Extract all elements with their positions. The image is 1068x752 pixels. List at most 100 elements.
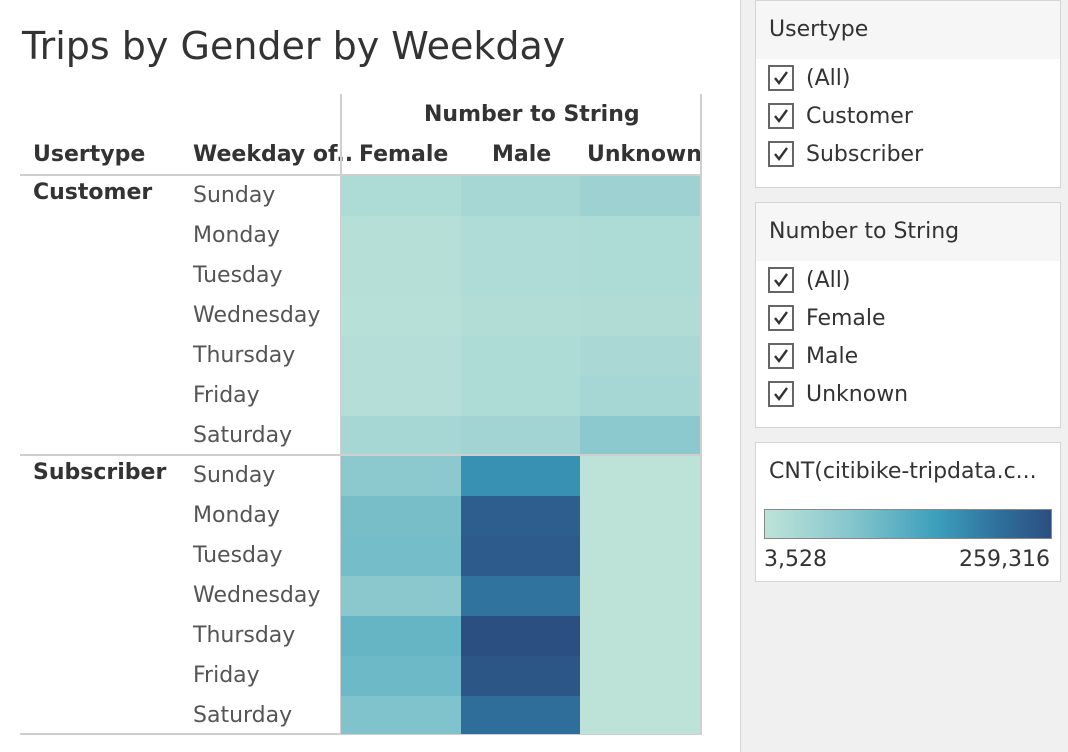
- checkbox-checked[interactable]: [768, 267, 794, 293]
- group-label-customer: Customer: [33, 180, 153, 205]
- checkbox-checked[interactable]: [768, 65, 794, 91]
- heatmap-cell-subscriber-saturday-male[interactable]: [461, 696, 580, 734]
- heatmap-cell-subscriber-thursday-male[interactable]: [461, 616, 580, 656]
- group-label-subscriber: Subscriber: [33, 460, 167, 485]
- column-header-female: Female: [359, 142, 449, 167]
- heatmap-cell-subscriber-tuesday-unknown[interactable]: [580, 536, 700, 576]
- heatmap-cell-subscriber-friday-female[interactable]: [341, 656, 461, 696]
- heatmap-cell-subscriber-friday-unknown[interactable]: [580, 656, 700, 696]
- heatmap-cell-customer-sunday-unknown[interactable]: [580, 176, 700, 216]
- heatmap-cell-customer-friday-unknown[interactable]: [580, 376, 700, 416]
- heatmap-cell-subscriber-monday-female[interactable]: [341, 496, 461, 536]
- heatmap-cell-customer-wednesday-female[interactable]: [341, 296, 461, 336]
- header-underline: [20, 174, 702, 176]
- heatmap-cell-subscriber-monday-male[interactable]: [461, 496, 580, 536]
- usertype-filter-title: Usertype: [756, 1, 1060, 59]
- row-label-customer-monday: Monday: [193, 223, 280, 248]
- checkbox-checked[interactable]: [768, 305, 794, 331]
- heatmap-cell-customer-saturday-male[interactable]: [461, 416, 580, 454]
- checkbox-checked[interactable]: [768, 141, 794, 167]
- header-divider-right: [700, 94, 702, 734]
- row-header-usertype: Usertype: [33, 142, 146, 167]
- heatmap-cell-subscriber-sunday-unknown[interactable]: [580, 456, 700, 496]
- heatmap-cell-subscriber-tuesday-male[interactable]: [461, 536, 580, 576]
- heatmap-cell-subscriber-sunday-male[interactable]: [461, 456, 580, 496]
- heatmap-cell-subscriber-sunday-female[interactable]: [341, 456, 461, 496]
- option-label: Male: [806, 343, 859, 369]
- usertype-option-subscriber[interactable]: Subscriber: [756, 135, 1060, 173]
- checkbox-checked[interactable]: [768, 103, 794, 129]
- gender-option-male[interactable]: Male: [756, 337, 1060, 375]
- checkmark-icon: [774, 71, 788, 85]
- checkbox-checked[interactable]: [768, 381, 794, 407]
- table-bottom-line: [20, 733, 702, 735]
- heatmap-cell-subscriber-saturday-unknown[interactable]: [580, 696, 700, 734]
- row-label-customer-saturday: Saturday: [193, 423, 293, 448]
- row-label-customer-friday: Friday: [193, 383, 260, 408]
- color-legend-title: CNT(citibike-tripdata.c...: [756, 443, 1060, 499]
- heatmap-cell-subscriber-friday-male[interactable]: [461, 656, 580, 696]
- sidebar: Usertype (All) Customer Subscriber Numbe…: [740, 0, 1068, 752]
- group-divider: [20, 454, 702, 456]
- heatmap-cell-subscriber-thursday-unknown[interactable]: [580, 616, 700, 656]
- usertype-filter-card: Usertype (All) Customer Subscriber: [755, 0, 1061, 188]
- gender-filter-title: Number to String: [756, 203, 1060, 261]
- heatmap-cell-subscriber-wednesday-unknown[interactable]: [580, 576, 700, 616]
- legend-max-label: 259,316: [959, 547, 1050, 572]
- color-legend-card: CNT(citibike-tripdata.c... 3,528 259,316: [755, 442, 1061, 582]
- option-label: Female: [806, 305, 886, 331]
- heatmap-cell-customer-friday-female[interactable]: [341, 376, 461, 416]
- heatmap-cell-customer-thursday-unknown[interactable]: [580, 336, 700, 376]
- heatmap-panel: Trips by Gender by Weekday Number to Str…: [20, 24, 702, 735]
- checkmark-icon: [774, 349, 788, 363]
- gender-option-female[interactable]: Female: [756, 299, 1060, 337]
- row-header-weekday: Weekday of..: [193, 142, 354, 167]
- usertype-option-all[interactable]: (All): [756, 59, 1060, 97]
- color-scale-bar: [764, 509, 1052, 539]
- heatmap-cell-customer-sunday-female[interactable]: [341, 176, 461, 216]
- heatmap-cell-subscriber-saturday-female[interactable]: [341, 696, 461, 734]
- heatmap-cell-customer-monday-male[interactable]: [461, 216, 580, 256]
- row-label-subscriber-friday: Friday: [193, 663, 260, 688]
- heatmap-cell-subscriber-wednesday-male[interactable]: [461, 576, 580, 616]
- row-label-subscriber-wednesday: Wednesday: [193, 583, 321, 608]
- heatmap-cell-customer-wednesday-unknown[interactable]: [580, 296, 700, 336]
- heatmap-cell-customer-saturday-unknown[interactable]: [580, 416, 700, 454]
- heatmap-cell-customer-monday-female[interactable]: [341, 216, 461, 256]
- column-header-male: Male: [492, 142, 552, 167]
- gender-option-all[interactable]: (All): [756, 261, 1060, 299]
- heatmap-cell-customer-tuesday-unknown[interactable]: [580, 256, 700, 296]
- heatmap-cell-customer-monday-unknown[interactable]: [580, 216, 700, 256]
- heatmap-cell-customer-wednesday-male[interactable]: [461, 296, 580, 336]
- heatmap-cell-customer-thursday-female[interactable]: [341, 336, 461, 376]
- row-label-subscriber-sunday: Sunday: [193, 463, 276, 488]
- heatmap-cell-customer-tuesday-female[interactable]: [341, 256, 461, 296]
- option-label: Subscriber: [806, 141, 924, 167]
- row-label-customer-wednesday: Wednesday: [193, 303, 321, 328]
- option-label: (All): [806, 65, 851, 91]
- checkmark-icon: [774, 311, 788, 325]
- row-label-customer-thursday: Thursday: [193, 343, 296, 368]
- chart-title: Trips by Gender by Weekday: [22, 24, 566, 68]
- legend-min-label: 3,528: [764, 547, 827, 572]
- gender-option-unknown[interactable]: Unknown: [756, 375, 1060, 413]
- row-label-customer-sunday: Sunday: [193, 183, 276, 208]
- column-group-header: Number to String: [424, 102, 640, 127]
- checkmark-icon: [774, 147, 788, 161]
- gender-filter-card: Number to String (All) Female Male Unkno…: [755, 202, 1061, 428]
- option-label: Customer: [806, 103, 913, 129]
- heatmap-cell-subscriber-monday-unknown[interactable]: [580, 496, 700, 536]
- option-label: (All): [806, 267, 851, 293]
- checkbox-checked[interactable]: [768, 343, 794, 369]
- usertype-option-customer[interactable]: Customer: [756, 97, 1060, 135]
- heatmap-cell-customer-tuesday-male[interactable]: [461, 256, 580, 296]
- heatmap-cell-customer-saturday-female[interactable]: [341, 416, 461, 454]
- heatmap-cell-customer-thursday-male[interactable]: [461, 336, 580, 376]
- heatmap-cell-subscriber-thursday-female[interactable]: [341, 616, 461, 656]
- heatmap-cell-customer-sunday-male[interactable]: [461, 176, 580, 216]
- row-label-subscriber-thursday: Thursday: [193, 623, 296, 648]
- row-label-customer-tuesday: Tuesday: [193, 263, 283, 288]
- heatmap-cell-subscriber-wednesday-female[interactable]: [341, 576, 461, 616]
- heatmap-cell-subscriber-tuesday-female[interactable]: [341, 536, 461, 576]
- heatmap-cell-customer-friday-male[interactable]: [461, 376, 580, 416]
